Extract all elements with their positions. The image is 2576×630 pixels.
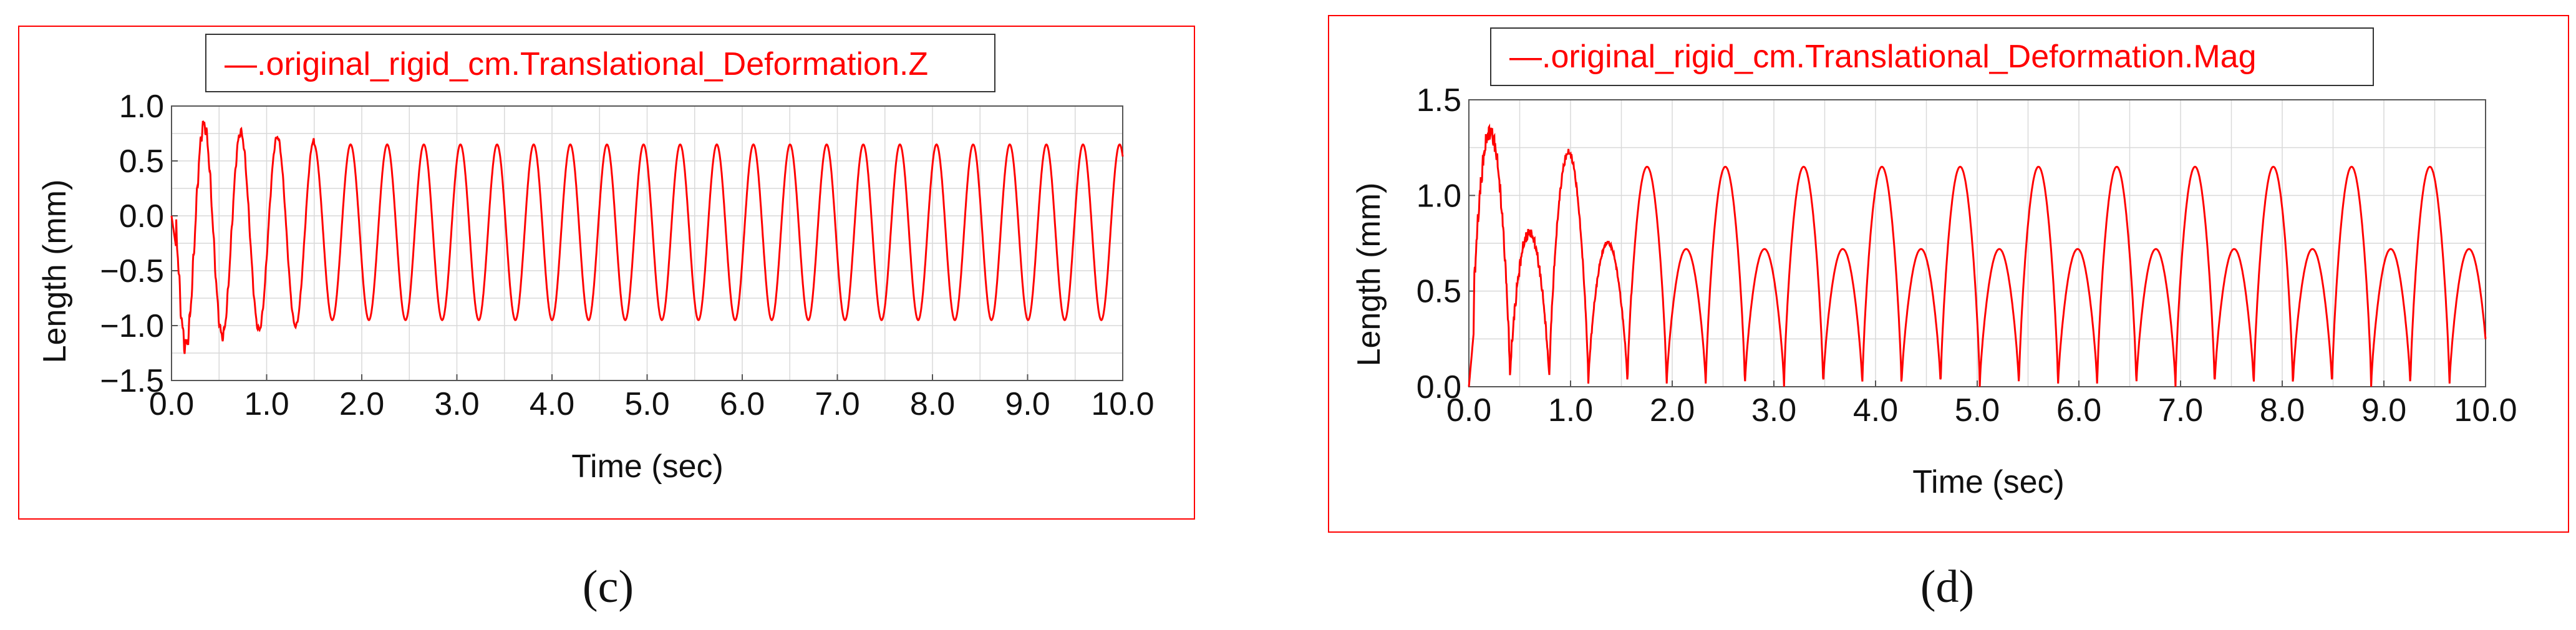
x-tick-label: 8.0 <box>2260 392 2305 429</box>
y-tick-label: −1.5 <box>100 363 164 399</box>
y-tick-label: 0.0 <box>119 198 164 235</box>
series-line-d <box>1468 123 2487 387</box>
y-tick-label: 1.5 <box>1416 82 1461 119</box>
x-ticks-d: 0.0 1.0 2.0 3.0 4.0 5.0 6.0 7.0 8.0 9.0 10.0 <box>1446 380 2517 429</box>
x-tick-label: 8.0 <box>910 386 955 422</box>
x-axis-label-d: Time (sec) <box>1912 464 2065 500</box>
y-tick-label: 0.5 <box>119 143 164 180</box>
x-tick-label: 9.0 <box>1005 386 1050 422</box>
x-tick-label: 7.0 <box>815 386 859 422</box>
x-tick-label: 2.0 <box>1650 392 1695 429</box>
x-tick-label: 5.0 <box>1955 392 2000 429</box>
x-tick-label: 3.0 <box>1751 392 1796 429</box>
x-axis-label-c: Time (sec) <box>571 448 724 485</box>
y-axis-label-d: Length (mm) <box>1351 183 1387 367</box>
y-tick-label: −0.5 <box>100 253 164 289</box>
panel-c-frame <box>18 26 1195 520</box>
legend-d-label: —.original_rigid_cm.Translational_Deform… <box>1509 39 2257 75</box>
y-ticks-c: 1.0 0.5 0.0 −0.5 −1.0 −1.5 <box>100 89 178 399</box>
chart-panel-d: —.original_rigid_cm.Translational_Deform… <box>1328 15 2569 613</box>
y-tick-label: 0.0 <box>1416 369 1461 405</box>
legend-d <box>1490 27 2374 86</box>
panel-label-d: (d) <box>1920 561 1974 613</box>
x-tick-label: 1.0 <box>1548 392 1593 429</box>
x-tick-label: 0.0 <box>1446 392 1491 429</box>
x-tick-label: 7.0 <box>2158 392 2203 429</box>
y-tick-label: −1.0 <box>100 308 164 344</box>
x-tick-label: 0.0 <box>149 386 194 422</box>
x-tick-label: 6.0 <box>2056 392 2101 429</box>
x-tick-label: 2.0 <box>339 386 384 422</box>
x-tick-label: 10.0 <box>1091 386 1154 422</box>
x-tick-label: 3.0 <box>434 386 479 422</box>
series-line-c <box>170 120 1124 354</box>
y-ticks-d: 1.5 1.0 0.5 0.0 <box>1416 82 1475 405</box>
chart-panel-c: —.original_rigid_cm.Translational_Deform… <box>18 26 1195 613</box>
y-tick-label: 0.5 <box>1416 274 1461 310</box>
y-tick-label: 1.0 <box>119 89 164 125</box>
x-tick-label: 4.0 <box>1853 392 1898 429</box>
x-ticks-c: 0.0 1.0 2.0 3.0 4.0 5.0 6.0 7.0 8.0 9.0 10.0 <box>149 374 1155 422</box>
panel-label-c: (c) <box>583 561 634 613</box>
x-tick-label: 4.0 <box>530 386 574 422</box>
x-tick-label: 5.0 <box>624 386 669 422</box>
x-tick-label: 1.0 <box>244 386 289 422</box>
legend-c <box>205 34 995 92</box>
x-tick-label: 10.0 <box>2454 392 2517 429</box>
grid-c <box>171 105 1123 381</box>
y-tick-label: 1.0 <box>1416 178 1461 214</box>
x-tick-label: 9.0 <box>2361 392 2406 429</box>
x-tick-label: 6.0 <box>720 386 765 422</box>
y-axis-label-c: Length (mm) <box>37 180 73 364</box>
panel-d-frame <box>1328 15 2569 533</box>
legend-c-label: —.original_rigid_cm.Translational_Deform… <box>225 46 928 82</box>
